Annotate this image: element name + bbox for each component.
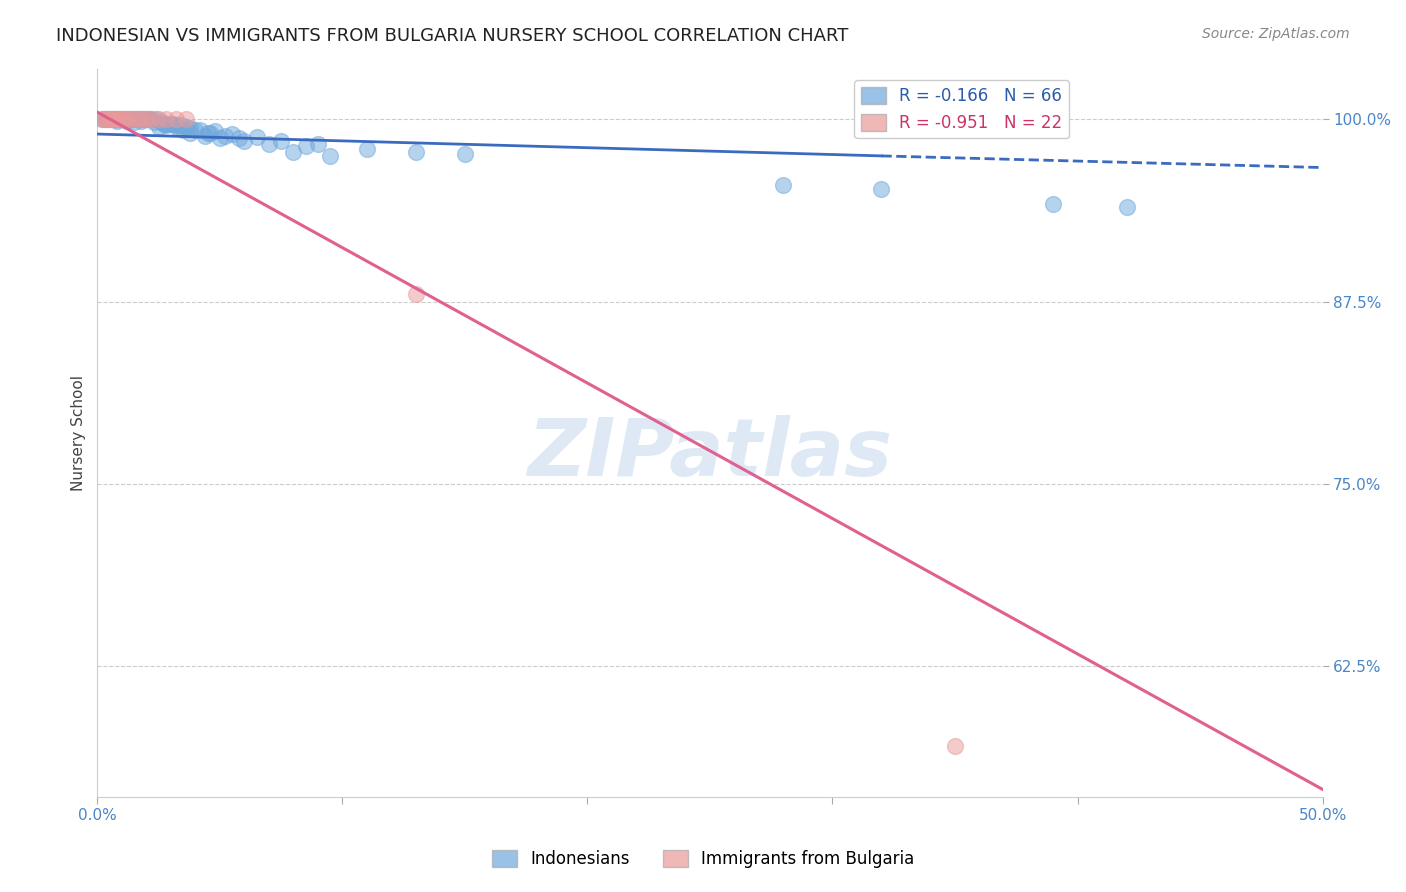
Point <box>152 117 174 131</box>
Point <box>135 112 157 127</box>
Point <box>93 112 115 127</box>
Legend: R = -0.166   N = 66, R = -0.951   N = 22: R = -0.166 N = 66, R = -0.951 N = 22 <box>855 80 1069 138</box>
Point <box>112 112 135 127</box>
Point <box>454 147 477 161</box>
Point <box>122 115 145 129</box>
Point <box>356 142 378 156</box>
Point <box>169 118 191 132</box>
Point <box>162 117 184 131</box>
Point <box>1042 197 1064 211</box>
Point <box>246 130 269 145</box>
Y-axis label: Nursery School: Nursery School <box>72 375 86 491</box>
Point <box>188 122 211 136</box>
Point <box>184 122 207 136</box>
Point <box>283 145 305 159</box>
Point <box>115 112 138 127</box>
Point <box>228 131 250 145</box>
Point <box>160 117 183 131</box>
Legend: Indonesians, Immigrants from Bulgaria: Indonesians, Immigrants from Bulgaria <box>485 843 921 875</box>
Point <box>155 118 177 132</box>
Point <box>128 112 150 127</box>
Point <box>294 138 316 153</box>
Point <box>135 112 157 127</box>
Point <box>257 137 280 152</box>
Point <box>145 112 167 127</box>
Point <box>125 112 148 127</box>
Point <box>115 112 138 127</box>
Point <box>943 739 966 753</box>
Point <box>179 121 201 136</box>
Point <box>91 112 114 127</box>
Point <box>270 134 292 148</box>
Point <box>221 127 243 141</box>
Point <box>165 118 187 132</box>
Point <box>111 112 134 127</box>
Point <box>101 112 124 127</box>
Point <box>98 112 121 127</box>
Point <box>103 112 125 127</box>
Point <box>174 120 197 134</box>
Point <box>91 112 114 127</box>
Point <box>132 112 155 127</box>
Point <box>131 112 153 127</box>
Point <box>172 122 194 136</box>
Point <box>101 112 124 127</box>
Point <box>319 149 342 163</box>
Point <box>204 124 226 138</box>
Point <box>307 137 329 152</box>
Point <box>142 115 165 129</box>
Point <box>174 112 197 127</box>
Text: ZIPatlas: ZIPatlas <box>527 416 893 493</box>
Text: Source: ZipAtlas.com: Source: ZipAtlas.com <box>1202 27 1350 41</box>
Text: INDONESIAN VS IMMIGRANTS FROM BULGARIA NURSERY SCHOOL CORRELATION CHART: INDONESIAN VS IMMIGRANTS FROM BULGARIA N… <box>56 27 849 45</box>
Point <box>138 112 160 127</box>
Point <box>198 126 221 140</box>
Point <box>155 117 177 131</box>
Point <box>148 112 170 127</box>
Point <box>155 112 177 127</box>
Point <box>194 128 217 143</box>
Point <box>405 145 427 159</box>
Point <box>148 120 170 134</box>
Point <box>141 112 163 127</box>
Point <box>111 112 134 127</box>
Point <box>197 126 219 140</box>
Point <box>122 112 145 127</box>
Point <box>150 115 173 129</box>
Point <box>108 112 131 127</box>
Point <box>208 131 231 145</box>
Point <box>108 112 131 127</box>
Point <box>105 114 128 128</box>
Point <box>105 112 128 127</box>
Point <box>141 112 163 127</box>
Point <box>405 287 427 301</box>
Point <box>118 112 141 127</box>
Point <box>131 114 153 128</box>
Point <box>115 114 138 128</box>
Point <box>105 112 128 127</box>
Point <box>121 112 143 127</box>
Point <box>870 182 893 196</box>
Point <box>98 112 121 127</box>
Point <box>103 112 125 127</box>
Point <box>772 178 794 192</box>
Point <box>167 121 190 136</box>
Point <box>125 112 148 127</box>
Point <box>1115 200 1137 214</box>
Point <box>233 134 256 148</box>
Point <box>93 112 115 127</box>
Point <box>96 112 118 127</box>
Point <box>121 112 143 127</box>
Point <box>112 112 135 127</box>
Point <box>131 112 153 127</box>
Point <box>214 128 236 143</box>
Point <box>179 126 201 140</box>
Point <box>96 112 118 127</box>
Point <box>165 112 187 127</box>
